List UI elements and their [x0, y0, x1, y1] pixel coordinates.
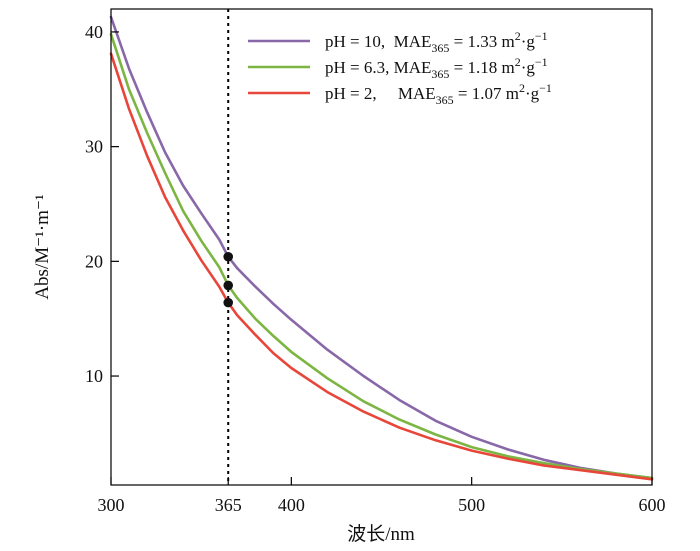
legend-label-2: pH = 6.3, MAE365 = 1.18 m2·g−1 [325, 55, 548, 81]
legend-text-part: −1 [539, 81, 552, 95]
y-tick-label-20: 20 [85, 251, 103, 271]
x-axis-title: 波长/nm [347, 523, 415, 545]
legend: pH = 10, MAE365 = 1.33 m2·g−1pH = 6.3, M… [248, 29, 552, 107]
x-tick-label-600: 600 [639, 495, 666, 515]
legend-text-part: 365 [436, 93, 454, 107]
x-tick-label-400: 400 [278, 495, 305, 515]
y-tick-label-40: 40 [85, 22, 103, 42]
y-tick-label-30: 30 [85, 137, 103, 157]
plot-frame [110, 8, 653, 486]
series-line-2 [109, 32, 654, 480]
legend-text-part: ·g [521, 32, 536, 51]
legend-label-3: pH = 2, MAE365 = 1.07 m2·g−1 [325, 81, 552, 107]
legend-text-part: = 1.33 m [449, 32, 514, 51]
y-tick-label-10: 10 [85, 366, 103, 386]
x-tick-label-365: 365 [215, 495, 242, 515]
legend-text-part: = 1.18 m [449, 58, 514, 77]
x-tick-label-300: 300 [98, 495, 125, 515]
marker-365-1 [223, 251, 234, 262]
marker-365-2 [223, 280, 234, 291]
legend-text-part: 2 [515, 55, 521, 69]
series-line-1 [109, 15, 654, 480]
legend-text-part: pH = 6.3, MAE [325, 58, 431, 77]
legend-text-part: −1 [535, 29, 548, 43]
y-axis-title: Abs/M⁻¹·m⁻¹ [32, 194, 53, 300]
legend-text-part: 365 [431, 41, 449, 55]
legend-text-part: 2 [515, 29, 521, 43]
x-tick-label-500: 500 [458, 495, 485, 515]
legend-text-part: 2 [519, 81, 525, 95]
legend-text-part: ·g [525, 84, 540, 103]
plot-area [109, 9, 654, 485]
legend-text-part: ·g [521, 58, 536, 77]
legend-text-part: pH = 2, MAE [325, 84, 436, 103]
marker-365-3 [223, 297, 234, 308]
legend-text-part: pH = 10, MAE [325, 32, 431, 51]
legend-text-part: 365 [431, 67, 449, 81]
legend-text-part: = 1.07 m [454, 84, 519, 103]
axis-ticks: 300 365 400 500 600 10 20 30 40 [85, 22, 666, 515]
series-line-3 [109, 52, 654, 481]
legend-label-1: pH = 10, MAE365 = 1.33 m2·g−1 [325, 29, 548, 55]
legend-text-part: −1 [535, 55, 548, 69]
